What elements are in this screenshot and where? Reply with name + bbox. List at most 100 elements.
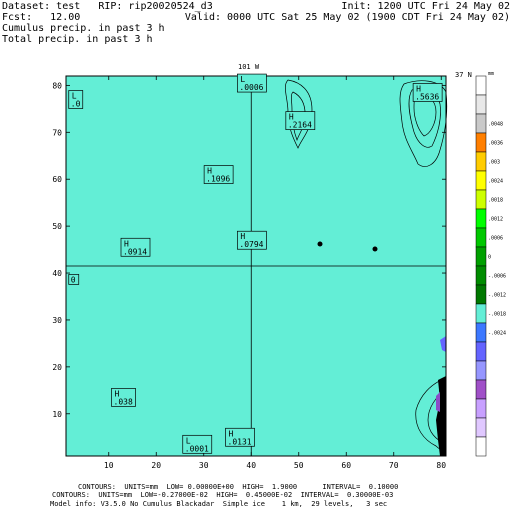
- x-tick-label: 50: [294, 461, 304, 470]
- colorbar-label: .003: [488, 159, 500, 165]
- label-box: [111, 388, 136, 407]
- colorbar-swatch: [475, 417, 487, 438]
- colorbar-label: -.0012: [488, 292, 506, 298]
- valid-line: Valid: 0000 UTC Sat 25 May 02 (1900 CDT …: [184, 12, 510, 23]
- colorbar-label: -.0006: [488, 273, 506, 279]
- precip-contours: [285, 79, 448, 456]
- extrema-letter: L: [240, 75, 245, 84]
- colorbar-swatch: [475, 75, 487, 96]
- y-tick-label: 20: [52, 363, 62, 372]
- colorbar-swatch: [475, 322, 487, 343]
- colorbar-swatch: [475, 94, 487, 115]
- label-box: [68, 90, 84, 109]
- y-tick-label: 30: [52, 316, 62, 325]
- label-box: [203, 165, 234, 184]
- colorbar-swatch: [475, 208, 487, 229]
- top-longitude-label: 101 W: [238, 63, 260, 71]
- precip-area-dark: [436, 376, 446, 456]
- x-tick-label: 40: [246, 461, 256, 470]
- y-tick-label: 50: [52, 222, 62, 231]
- extrema-letter: L: [186, 436, 191, 445]
- colorbar-swatch: [475, 227, 487, 248]
- extrema-label: L.0: [68, 90, 84, 109]
- colorbar: .0048 .0036 .003 .0024 .0018 .0012 .0006 0 -.000…: [475, 75, 506, 457]
- y-tick-label: 10: [52, 410, 62, 419]
- label-box: [237, 230, 267, 250]
- footer-contours-1: CONTOURS: UNITS=mm LOW= 0.00000E+00 HIGH…: [78, 483, 399, 491]
- extrema-value: .1096: [206, 175, 230, 184]
- field2-label: Total precip. in past 3 h: [2, 34, 153, 45]
- colorbar-label: .0012: [488, 216, 503, 222]
- footer-model-info: Model info: V3.5.0 No Cumulus Blackadar …: [50, 500, 388, 508]
- extrema-value: .038: [114, 397, 133, 406]
- colorbar-swatch: [475, 246, 487, 267]
- label-box: [237, 73, 267, 93]
- dataset-line: Dataset: test RIP: rip20020524_d3: [2, 1, 213, 12]
- colorbar-swatch: [475, 265, 487, 286]
- y-tick-label: 70: [52, 128, 62, 137]
- fcst-line: Fcst: 12.00: [2, 12, 81, 23]
- colorbar-swatch: [475, 132, 487, 153]
- contour-line: [285, 79, 313, 149]
- extrema-label: L.0001: [182, 434, 213, 454]
- extrema-value: .5636: [415, 92, 439, 101]
- label-box: [182, 434, 213, 454]
- label-box: [68, 274, 80, 285]
- colorbar-label: -.0024: [488, 330, 506, 336]
- right-latitude-label: 37 N: [455, 71, 472, 79]
- extrema-label: H.0914: [120, 237, 151, 257]
- extrema-value: 0: [71, 275, 76, 284]
- colorbar-swatch: [475, 360, 487, 381]
- extrema-label: H.2164: [285, 111, 316, 130]
- colorbar-label: .0024: [488, 178, 503, 184]
- extrema-label: H.0131: [225, 427, 255, 447]
- colorbar-label: .0036: [488, 140, 503, 146]
- extrema-value: .2164: [288, 121, 312, 130]
- x-tick-label: 20: [151, 461, 161, 470]
- extrema-label: H.038: [111, 388, 136, 407]
- extrema-letter: H: [289, 113, 294, 122]
- colorbar-label: .0048: [488, 121, 503, 127]
- precip-dot: [372, 246, 378, 252]
- colorbar-swatch: [475, 341, 487, 362]
- colorbar-swatch: [475, 170, 487, 191]
- x-tick-label: 70: [389, 461, 399, 470]
- colorbar-unit: mm: [488, 71, 495, 77]
- x-tick-label: 30: [199, 461, 209, 470]
- extrema-value: .0001: [185, 444, 209, 453]
- x-tick-label: 60: [341, 461, 351, 470]
- colorbar-label: .0006: [488, 235, 503, 241]
- colorbar-swatch: [475, 113, 487, 134]
- colorbar-swatch: [475, 151, 487, 172]
- extrema-letter: H: [229, 429, 234, 438]
- label-box: [412, 83, 443, 102]
- extrema-value: .0: [71, 99, 81, 108]
- x-tick-label: 10: [104, 461, 114, 470]
- y-tick-label: 60: [52, 175, 62, 184]
- colorbar-label: .0018: [488, 197, 503, 203]
- precip-area-purple: [440, 336, 446, 352]
- colorbar-swatch: [475, 379, 487, 400]
- axis-ticks: 10 20 30 40 50 60 70 80 10 20 30 40 50 60 70 80: [52, 76, 446, 470]
- extrema-value: .0131: [228, 437, 252, 446]
- contour-line: [291, 91, 306, 142]
- extrema-label: H.0794: [237, 230, 267, 250]
- footer-contours-2: CONTOURS: UNITS=mm LOW=-0.27000E-02 HIGH…: [52, 491, 394, 499]
- y-tick-label: 40: [52, 269, 62, 278]
- extrema-letter: H: [124, 239, 129, 248]
- colorbar-swatch: [475, 284, 487, 305]
- init-line: Init: 1200 UTC Fri 24 May 02: [341, 1, 510, 12]
- extrema-value: .0006: [239, 83, 263, 92]
- label-box: [120, 237, 151, 257]
- extrema-letter: H: [416, 84, 421, 93]
- colorbar-label: -.0018: [488, 311, 506, 317]
- extrema-value: .0914: [123, 247, 147, 256]
- colorbar-swatch: [475, 303, 487, 324]
- contour-line: [413, 95, 437, 137]
- extrema-label: H.1096: [203, 165, 234, 184]
- extrema-letter: H: [240, 232, 245, 241]
- precip-area-purple: [436, 392, 440, 412]
- extrema-label: H.5636: [412, 83, 443, 102]
- colorbar-swatch: [475, 398, 487, 419]
